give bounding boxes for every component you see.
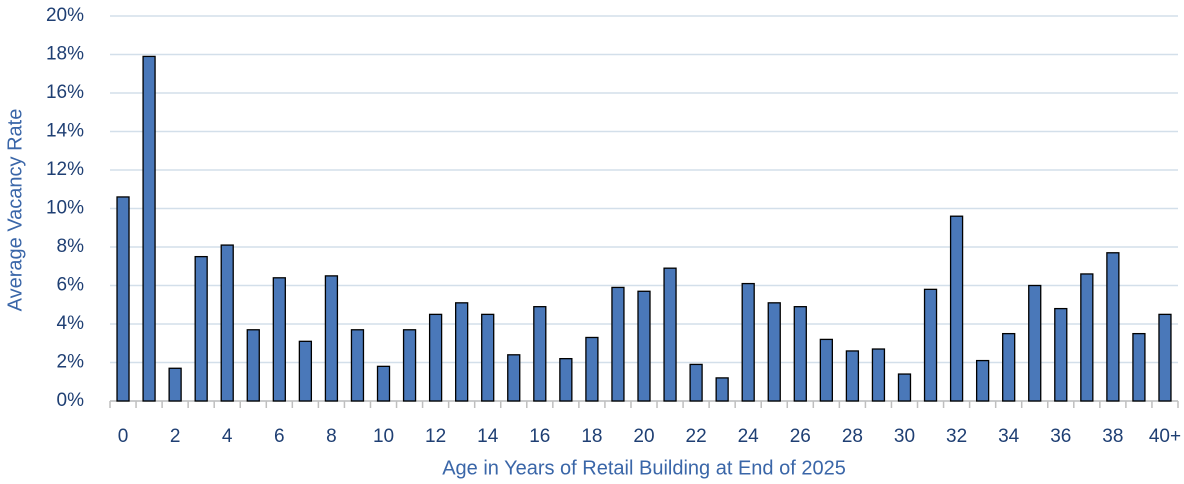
x-tick-label: 32: [946, 426, 967, 447]
y-tick-label: 6%: [57, 275, 85, 296]
bar: [1002, 332, 1016, 402]
bar: [767, 302, 781, 402]
x-tick-label: 18: [581, 426, 602, 447]
bar: [1106, 252, 1120, 402]
bar: [741, 282, 755, 402]
bar: [116, 196, 130, 402]
bar: [897, 373, 912, 402]
x-tick-label: 40+: [1149, 426, 1181, 447]
y-tick-label: 16%: [46, 82, 84, 103]
bar: [298, 340, 313, 402]
bar: [819, 338, 833, 402]
bar: [507, 354, 521, 402]
bar: [194, 255, 208, 402]
bar: [975, 359, 990, 402]
bar: [455, 302, 469, 402]
bar: [585, 336, 599, 402]
x-tick-label: 10: [373, 426, 394, 447]
bar: [1158, 313, 1172, 402]
x-tick-label: 24: [738, 426, 760, 447]
bar: [715, 377, 729, 402]
y-tick-label: 14%: [46, 121, 84, 142]
bar: [220, 244, 234, 402]
x-tick-label: 14: [477, 426, 499, 447]
y-tick-label: 10%: [46, 198, 84, 219]
bar: [1080, 273, 1094, 402]
x-tick-label: 30: [894, 426, 915, 447]
y-tick-label: 0%: [57, 390, 85, 411]
bar: [871, 348, 886, 402]
bar: [428, 313, 443, 402]
bar: [376, 365, 391, 402]
bar: [663, 267, 677, 402]
bar: [611, 286, 625, 402]
bar: [793, 306, 807, 402]
y-tick-label: 8%: [57, 236, 85, 257]
x-tick-label: 36: [1050, 426, 1071, 447]
bar: [168, 367, 182, 402]
bar: [559, 357, 573, 402]
y-tick-label: 2%: [57, 352, 85, 373]
x-tick-label: 34: [998, 426, 1020, 447]
x-tick-label: 4: [222, 426, 233, 447]
x-tick-label: 8: [326, 426, 337, 447]
x-tick-label: 22: [686, 426, 707, 447]
y-tick-label: 18%: [46, 44, 84, 65]
bar: [845, 350, 860, 402]
y-tick-label: 20%: [46, 5, 84, 26]
x-tick-label: 6: [274, 426, 285, 447]
bar: [142, 55, 156, 402]
bar: [637, 290, 651, 402]
bar: [350, 329, 365, 402]
x-axis-title: Age in Years of Retail Building at End o…: [442, 457, 846, 479]
x-tick-label: 16: [529, 426, 550, 447]
x-tick-label: 28: [842, 426, 863, 447]
bar: [402, 329, 417, 402]
x-tick-label: 2: [170, 426, 181, 447]
y-tick-label: 4%: [57, 313, 85, 334]
x-tick-label: 12: [425, 426, 446, 447]
bar: [1028, 284, 1042, 402]
bar: [246, 329, 260, 402]
bar: [689, 363, 703, 402]
bar: [1132, 332, 1146, 402]
y-tick-label: 12%: [46, 159, 84, 180]
x-tick-label: 26: [790, 426, 811, 447]
x-tick-label: 38: [1102, 426, 1123, 447]
bar: [949, 215, 964, 402]
bar: [533, 306, 547, 402]
bar: [1054, 307, 1068, 402]
bar: [481, 313, 495, 402]
x-tick-label: 20: [633, 426, 654, 447]
bar: [272, 277, 286, 402]
bar: [324, 275, 339, 402]
y-axis-title: Average Vacancy Rate: [4, 109, 26, 312]
x-tick-label: 0: [118, 426, 129, 447]
bar: [923, 288, 938, 402]
